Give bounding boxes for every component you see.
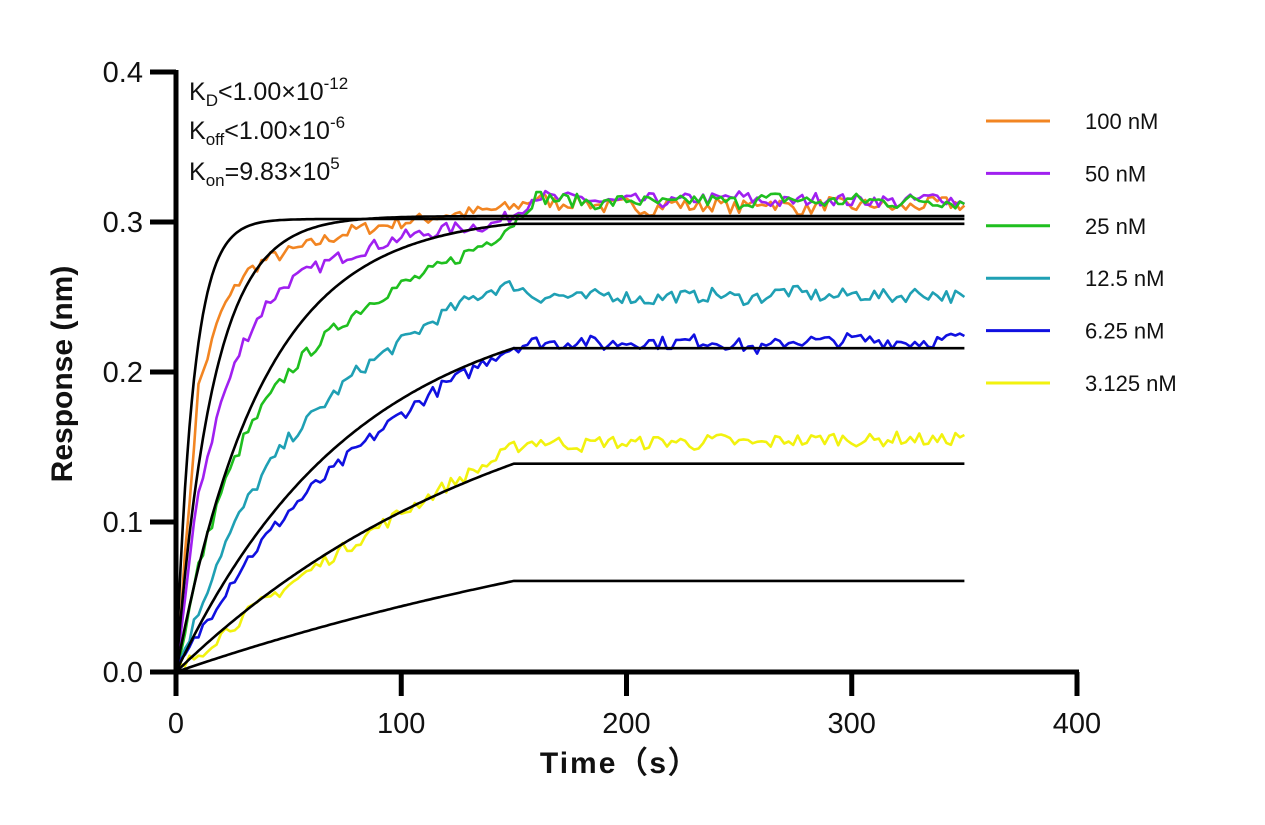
y-tick-label: 0.1 (103, 507, 143, 539)
fit-curves-overlay (174, 214, 965, 674)
fit-line-100-nM-fit (174, 217, 965, 673)
legend-label: 50 nM (1085, 161, 1146, 186)
series-line-100-nM (174, 193, 966, 673)
x-tick-label: 400 (1053, 708, 1101, 740)
series-line-25-nM (174, 190, 966, 673)
koff-annotation: Koff<1.00×10-6 (189, 113, 345, 149)
series-line-6.25-nM (174, 332, 966, 673)
x-axis-title: Time（s） (540, 746, 700, 780)
y-ticks: 0.0 0.1 0.2 0.3 0.4 (103, 57, 176, 689)
kd-annotation: KD<1.00×10-12 (189, 74, 348, 110)
fit-line-50-nM-fit (174, 214, 965, 673)
fit-line-12.5-nM-fit (174, 346, 965, 673)
legend: 100 nM 50 nM 25 nM 12.5 nM 6.25 nM 3.125 nM (986, 109, 1177, 396)
legend-label: 100 nM (1085, 109, 1158, 134)
series-line-12.5-nM (174, 279, 966, 673)
y-tick-label: 0.2 (103, 357, 143, 389)
fit-line-3.125-nM-fit (175, 579, 965, 674)
legend-label: 25 nM (1085, 214, 1146, 239)
kon-annotation: Kon=9.83×105 (189, 154, 340, 190)
x-ticks: 0 100 200 300 400 (168, 672, 1101, 740)
x-tick-label: 300 (828, 708, 876, 740)
series-line-50-nM (174, 189, 966, 673)
x-tick-label: 0 (168, 708, 184, 740)
y-axis-title: Response (nm) (46, 266, 79, 483)
series-line-3.125-nM (174, 430, 965, 673)
y-tick-label: 0.4 (103, 57, 143, 89)
fit-line-25-nM-fit (174, 222, 965, 673)
kinetics-annotation: KD<1.00×10-12 Koff<1.00×10-6 Kon=9.83×10… (189, 74, 348, 190)
legend-label: 6.25 nM (1085, 319, 1165, 344)
y-tick-label: 0.0 (103, 657, 143, 689)
legend-label: 12.5 nM (1085, 266, 1165, 291)
data-series (174, 189, 966, 673)
x-tick-label: 100 (377, 708, 425, 740)
fit-line-6.25-nM-fit (175, 462, 965, 673)
legend-label: 3.125 nM (1085, 371, 1177, 396)
y-tick-label: 0.3 (103, 207, 143, 239)
x-tick-label: 200 (602, 708, 650, 740)
